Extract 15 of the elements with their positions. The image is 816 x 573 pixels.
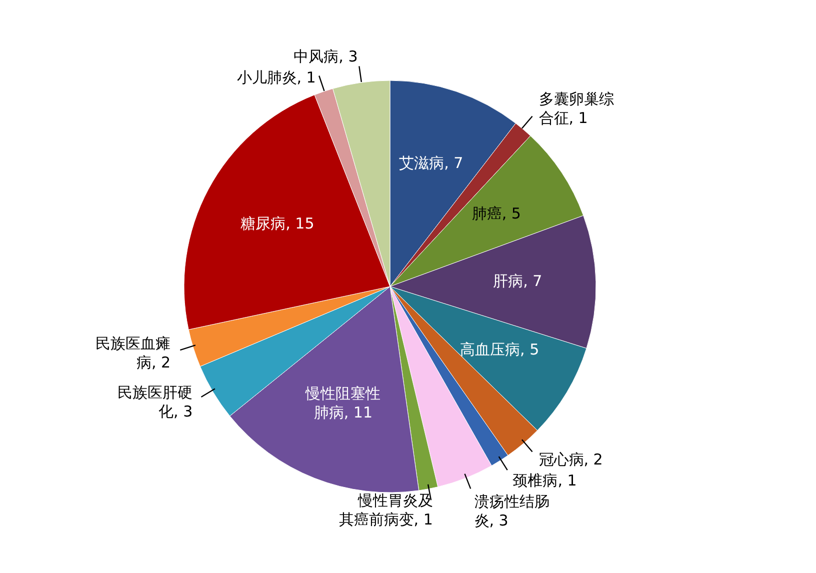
slice-label: 溃疡性结肠炎, 3 <box>474 492 550 530</box>
slice-label: 中风病, 3 <box>294 47 358 66</box>
slice-label: 艾滋病, 7 <box>399 154 464 172</box>
slice-label: 小儿肺炎, 1 <box>236 68 316 86</box>
slice-label: 肺癌, 5 <box>472 204 521 222</box>
slice-label: 民族医血瘫病, 2 <box>96 334 171 372</box>
slice-label: 冠心病, 2 <box>538 450 603 468</box>
slice-label: 肝病, 7 <box>493 272 542 290</box>
slice-label: 慢性阻塞性肺病, 11 <box>304 384 381 422</box>
slice-label: 高血压病, 5 <box>460 340 540 359</box>
slice-label: 慢性胃炎及其癌前病变, 1 <box>338 491 433 528</box>
slice-label: 民族医肝硬化, 3 <box>118 384 193 421</box>
slice-label: 颈椎病, 1 <box>512 471 577 490</box>
slice-label: 多囊卵巢综合征, 1 <box>538 90 614 128</box>
slice-label: 糖尿病, 15 <box>240 214 314 233</box>
